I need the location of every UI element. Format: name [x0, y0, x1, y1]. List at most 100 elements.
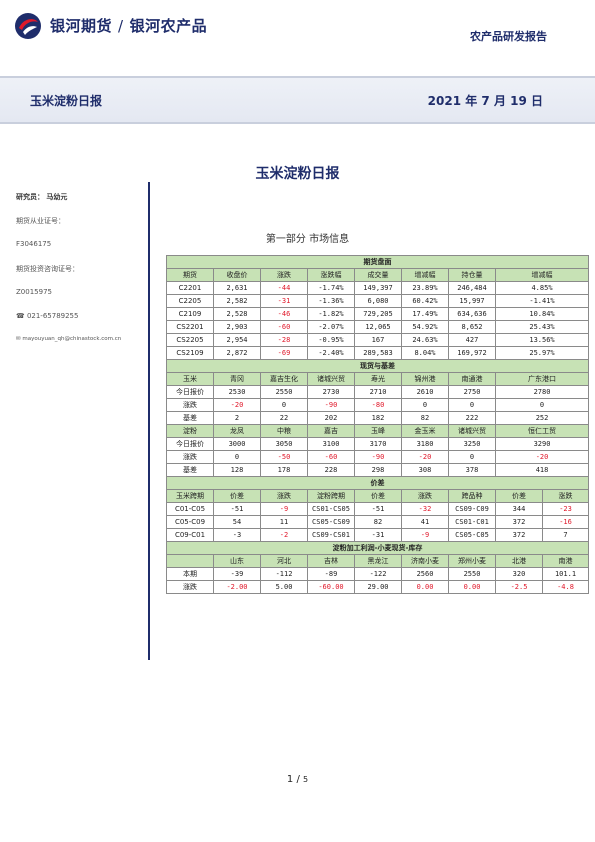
table-cell: 2,528 [213, 307, 261, 321]
table-cell: -80 [354, 398, 402, 412]
table-cell: -1.41% [494, 294, 590, 308]
row-label: 涨跌 [166, 580, 214, 594]
futures-header-row: 期货 收盘价 涨跌 涨跌幅 成交量 增减幅 持仓量 增减幅 [166, 268, 590, 282]
column-header: 收盘价 [213, 268, 261, 282]
table-cell: 0.00 [401, 580, 449, 594]
table-cell: 41 [401, 515, 449, 529]
table-cell: -60.00 [307, 580, 355, 594]
corn-row: 涨跌 -20 0 -90 -80 0 0 0 [166, 398, 590, 412]
row-label: CS2205 [166, 333, 214, 347]
table-cell: 60.42% [401, 294, 449, 308]
table-cell: 308 [401, 463, 449, 477]
cert-label: 期货从业证号： [16, 217, 65, 225]
column-header: 龙凤 [213, 424, 261, 438]
company-name: 银河期货 [50, 17, 113, 35]
table-cell: -3 [213, 528, 261, 542]
table-cell: -31 [354, 528, 402, 542]
table-cell: CS01-CS05 [307, 502, 355, 516]
table-cell: -51 [354, 502, 402, 516]
column-header: 寿光 [354, 372, 402, 386]
table-cell: 378 [448, 463, 496, 477]
column-header: 价差 [213, 489, 261, 503]
spread-header-row: 玉米跨期 价差 涨跌 淀粉跨期 价差 涨跌 跨品种 价差 涨跌 [166, 489, 590, 503]
table-cell: 5.00 [260, 580, 308, 594]
table-cell: -28 [260, 333, 308, 347]
table-cell: -20 [494, 450, 590, 464]
table-cell: 0 [448, 450, 496, 464]
row-label: 基差 [166, 463, 214, 477]
table-cell: 2,954 [213, 333, 261, 347]
table-cell: 2550 [260, 385, 308, 399]
table-cell: 178 [260, 463, 308, 477]
table-cell: 15,997 [448, 294, 496, 308]
row-label: C2201 [166, 281, 214, 295]
column-header: 河北 [260, 554, 308, 568]
column-header: 增减幅 [401, 268, 449, 282]
table-cell: -0.95% [307, 333, 355, 347]
table-cell: 320 [495, 567, 543, 581]
column-header: 济南小麦 [401, 554, 449, 568]
table-cell: CS09-CS01 [307, 528, 355, 542]
futures-row: CS2205 2,954 -28 -0.95% 167 24.63% 427 13.56% [166, 333, 590, 347]
band-title: 玉米淀粉日报 [30, 94, 103, 108]
column-header: 山东 [213, 554, 261, 568]
table-cell: -46 [260, 307, 308, 321]
corn-header-row: 玉米 青冈 嘉吉生化 诸城兴贸 寿光 锦州港 南通港 广东港口 [166, 372, 590, 386]
table-cell: 0 [260, 398, 308, 412]
table-cell: 2550 [448, 567, 496, 581]
table-cell: -90 [307, 398, 355, 412]
section-title: 第一部分 市场信息 [265, 234, 350, 245]
table-cell: 729,205 [354, 307, 402, 321]
table-cell: 10.84% [494, 307, 590, 321]
column-header: 价差 [495, 489, 543, 503]
table-cell: -16 [541, 515, 590, 529]
table-cell: 82 [354, 515, 402, 529]
table-cell: 25.97% [494, 346, 590, 360]
column-header: 黑龙江 [354, 554, 402, 568]
table-cell: -20 [213, 398, 261, 412]
row-label: 涨跌 [166, 450, 214, 464]
spread-section-row: 价差 [165, 476, 590, 490]
table-cell: -20 [401, 450, 449, 464]
table-cell: 8,652 [448, 320, 496, 334]
advisor-label: 期货投资咨询证号： [16, 265, 79, 273]
table-cell: 0 [213, 450, 261, 464]
column-header: 诸城兴贸 [448, 424, 496, 438]
title-band [0, 76, 595, 124]
phone: ☎ 021-65789255 [16, 312, 79, 320]
futures-row: C2201 2,631 -44 -1.74% 149,397 23.89% 246,484 4… [166, 281, 590, 295]
table-cell: 6,080 [354, 294, 402, 308]
column-header: 诸城兴贸 [307, 372, 355, 386]
row-label: 今日报价 [166, 385, 214, 399]
starch-row: 涨跌 0 -50 -60 -90 -20 0 -20 [166, 450, 590, 464]
section-header: 淀粉加工利润-小麦现货-库存 [165, 541, 590, 555]
column-header: 南通港 [448, 372, 496, 386]
table-cell: 149,397 [354, 281, 402, 295]
column-header: 持仓量 [448, 268, 496, 282]
table-cell: 25.43% [494, 320, 590, 334]
corn-row: 今日报价 2530 2550 2730 2710 2610 2750 2780 [166, 385, 590, 399]
table-cell: -1.74% [307, 281, 355, 295]
table-cell: -32 [401, 502, 449, 516]
row-label: CS2201 [166, 320, 214, 334]
table-cell: 11 [260, 515, 308, 529]
table-cell: 12,065 [354, 320, 402, 334]
report-date: 2021 年 7 月 19 日 [427, 94, 543, 108]
table-cell: -2 [260, 528, 308, 542]
column-header: 北港 [495, 554, 543, 568]
table-cell: -122 [354, 567, 402, 581]
table-cell: 202 [307, 411, 355, 425]
table-cell: -23 [541, 502, 590, 516]
table-cell: -50 [260, 450, 308, 464]
author-sidebar: 研究员： 马幼元 期货从业证号： F3046175 期货投资咨询证号： Z001… [16, 192, 146, 360]
table-cell: -2.5 [495, 580, 543, 594]
section-header: 现货与基差 [165, 359, 590, 373]
page-total: 5 [303, 775, 309, 784]
table-cell: -39 [213, 567, 261, 581]
table-cell: 246,484 [448, 281, 496, 295]
table-cell: -44 [260, 281, 308, 295]
table-cell: 3290 [494, 437, 590, 451]
column-header: 中粮 [260, 424, 308, 438]
table-cell: 101.1 [541, 567, 590, 581]
report-type: 农产品研发报告 [470, 30, 547, 43]
